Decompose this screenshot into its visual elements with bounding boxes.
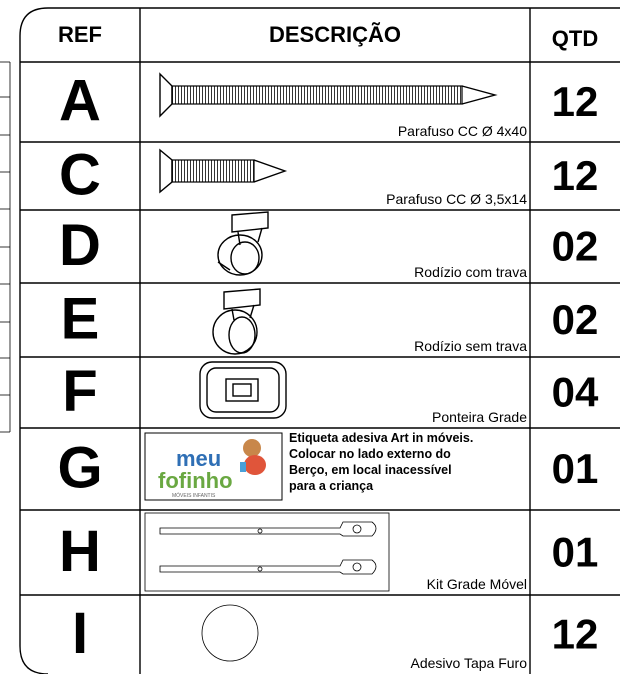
rail-kit-icon (144, 512, 390, 592)
description: Rodízio com trava (414, 264, 527, 280)
quantity: 01 (552, 529, 599, 576)
screw-long-icon (159, 72, 498, 118)
logo-line1: meu (176, 446, 221, 471)
description-line: Etiqueta adesiva Art in móveis. (289, 431, 473, 445)
header-ref: REF (58, 22, 102, 47)
logo-tagline: MÓVEIS INFANTIS (172, 492, 216, 499)
ref: A (59, 68, 101, 133)
side-table-fragment (0, 61, 11, 433)
screw-short-icon (159, 148, 288, 194)
caster-lock-icon (217, 211, 269, 276)
description-line: Berço, em local inacessível (289, 463, 452, 477)
ref: I (72, 601, 88, 666)
logo-line2: fofinho (158, 468, 233, 493)
description: Ponteira Grade (432, 409, 527, 425)
quantity: 02 (552, 296, 599, 343)
ref: E (61, 286, 100, 351)
description: Parafuso CC Ø 3,5x14 (386, 191, 527, 207)
header-quantity: QTD (552, 26, 598, 51)
quantity: 12 (552, 152, 599, 199)
grid (20, 8, 620, 674)
sticker-icon (201, 604, 259, 662)
header-description: DESCRIÇÃO (269, 22, 401, 47)
quantity: 04 (552, 369, 599, 416)
endcap-icon (199, 361, 287, 419)
table-border (19, 7, 620, 674)
description: Parafuso CC Ø 4x40 (398, 123, 527, 139)
logo: meu fofinho MÓVEIS INFANTIS (144, 432, 283, 501)
description: Kit Grade Móvel (427, 576, 527, 592)
description-line: Colocar no lado externo do (289, 447, 451, 461)
description: Rodízio sem trava (414, 338, 527, 354)
quantity: 01 (552, 445, 599, 492)
caster-icon (212, 288, 261, 355)
description-line: para a criança (289, 479, 374, 493)
description: Adesivo Tapa Furo (411, 655, 528, 671)
ref: C (59, 142, 101, 207)
quantity: 02 (552, 223, 599, 270)
quantity: 12 (552, 78, 599, 125)
quantity: 12 (552, 611, 599, 658)
ref: G (57, 435, 102, 500)
ref: H (59, 519, 101, 584)
ref: F (62, 359, 97, 424)
ref: D (59, 213, 101, 278)
